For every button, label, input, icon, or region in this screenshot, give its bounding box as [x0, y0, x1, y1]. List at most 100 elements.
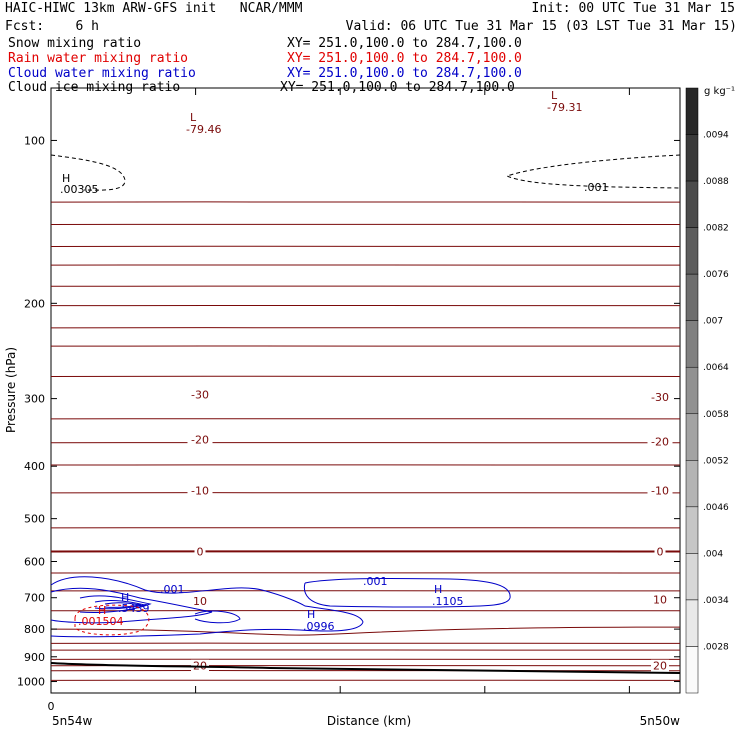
- temp-minimum-value-right: -79.31: [547, 101, 582, 114]
- y-tick-label: 1000: [17, 676, 45, 689]
- cloud-water-contour-ring-2: [79, 595, 152, 613]
- snow-extremum-h: H: [62, 172, 70, 185]
- temperature-contour-line: [50, 626, 681, 636]
- colorbar: .0094 .0088 .0082 .0076 .007 .0064 .0058 .0052.…: [685, 87, 729, 694]
- temperature-contour-label: -20: [191, 433, 209, 446]
- snow-contour-right: [505, 154, 681, 189]
- temperature-contour-label: 10: [193, 595, 207, 608]
- x-axis-label: Distance (km): [327, 714, 411, 728]
- y-tick-label: 700: [24, 592, 45, 605]
- temp-minimum-l-right: L: [551, 89, 558, 102]
- colorbar-cell: [685, 320, 699, 368]
- colorbar-cell: [685, 506, 699, 554]
- colorbar-label: .0058: [703, 410, 729, 420]
- cloud-water-contour-ring-4: [104, 602, 141, 608]
- cloud-water-contours: [50, 576, 511, 638]
- colorbar-label: .0064: [703, 363, 729, 373]
- temperature-contour-label: -30: [191, 389, 209, 402]
- colorbar-label: .004: [703, 549, 723, 559]
- temperature-label-background: [647, 391, 673, 404]
- cloud-water-label-right: .001: [363, 575, 388, 588]
- x-axis: 0: [48, 88, 630, 713]
- cloud-water-contour-ring-3: [94, 600, 146, 610]
- y-tick-label: 100: [24, 134, 45, 147]
- temperature-label-background: [187, 484, 213, 497]
- colorbar-label: .0028: [703, 642, 729, 652]
- colorbar-label: .0046: [703, 503, 729, 513]
- snow-contour-label: .001: [584, 181, 609, 194]
- temperature-contour-label: 10: [653, 594, 667, 607]
- temp-minimum-l-left: L: [190, 111, 197, 124]
- colorbar-label: .0094: [703, 131, 729, 141]
- header-valid-time: Valid: 06 UTC Tue 31 Mar 15 (03 LST Tue …: [345, 19, 737, 34]
- colorbar-label: .007: [703, 317, 723, 327]
- y-tick-label: 800: [24, 623, 45, 636]
- temp-minimum-value-left: -79.46: [186, 123, 221, 136]
- cloud-water-contour-right: [303, 577, 511, 608]
- temperature-contour-label: -10: [191, 485, 209, 498]
- temperature-contour-label: 20: [653, 660, 667, 673]
- cloud-water-value-1: .5439: [118, 602, 150, 615]
- colorbar-cell: [685, 273, 699, 321]
- temperature-contour-label: -30: [651, 391, 669, 404]
- temperature-label-background: [647, 435, 673, 448]
- field-xy-cloud-water: XY= 251.0,100.0 to 284.7,100.0: [287, 66, 522, 81]
- temperature-contour-label: 0: [657, 545, 664, 558]
- cloud-water-contour-small: [194, 610, 241, 624]
- colorbar-units: g kg⁻¹: [704, 86, 735, 97]
- colorbar-cell: [685, 134, 699, 182]
- ground-surface-line: [50, 662, 681, 674]
- temperature-label-background: [187, 433, 213, 446]
- header-title: HAIC-HIWC 13km ARW-GFS init NCAR/MMM: [5, 1, 303, 16]
- colorbar-cell: [685, 460, 699, 508]
- colorbar-cell: [685, 413, 699, 461]
- x-endpoint-left: 5n54w: [52, 714, 93, 728]
- cloud-water-value-3: .0996: [303, 620, 335, 633]
- field-name-rain: Rain water mixing ratio: [8, 51, 189, 66]
- x-endpoint-right: 5n50w: [640, 714, 681, 728]
- y-tick-label: 900: [24, 651, 45, 664]
- cloud-water-h-1: H: [121, 591, 129, 604]
- y-tick-label: 400: [24, 460, 45, 473]
- colorbar-label: .0034: [703, 596, 729, 606]
- colorbar-label: .0088: [703, 177, 729, 187]
- y-tick-label: 200: [24, 297, 45, 310]
- colorbar-cell: [685, 553, 699, 601]
- field-xy-rain: XY= 251.0,100.0 to 284.7,100.0: [287, 51, 522, 66]
- colorbar-cell: [685, 366, 699, 415]
- temperature-label-background: [654, 545, 666, 558]
- cloud-water-value-2: .1105: [432, 595, 464, 608]
- cloud-water-h-2: H: [434, 583, 442, 596]
- colorbar-cell: [685, 227, 699, 275]
- cloud-water-contour-outer: [50, 576, 364, 638]
- temperature-label-background: [194, 545, 206, 558]
- field-xy-snow: XY= 251.0,100.0 to 284.7,100.0: [287, 36, 522, 51]
- plot-frame: [50, 87, 681, 694]
- rain-extremum-h: H: [98, 604, 106, 617]
- field-name-cloud-water: Cloud water mixing ratio: [8, 66, 196, 81]
- temperature-contour-label: 0: [197, 545, 204, 558]
- y-axis-label: Pressure (hPa): [4, 347, 18, 433]
- rain-extremum-value: .001504: [78, 615, 124, 628]
- temperature-contour-label: -20: [651, 435, 669, 448]
- colorbar-label: .0052: [703, 456, 729, 466]
- colorbar-cell: [685, 646, 699, 694]
- colorbar-cell: [685, 599, 699, 647]
- temperature-label-background: [647, 484, 673, 497]
- colorbar-label: .0076: [703, 270, 729, 280]
- x-tick-label: 0: [48, 700, 55, 713]
- temperature-contour-label: -10: [651, 485, 669, 498]
- snow-contour-left: [50, 154, 126, 191]
- cloud-water-label-left: .001: [160, 583, 185, 596]
- y-tick-label: 500: [24, 513, 45, 526]
- temperature-label-background: [191, 595, 209, 608]
- rain-contour: [74, 604, 150, 636]
- snow-extremum-value: .00305: [60, 183, 99, 196]
- temperature-label-background: [651, 659, 669, 672]
- header-init-time: Init: 00 UTC Tue 31 Mar 15: [531, 1, 736, 16]
- snow-contours: [50, 154, 681, 191]
- colorbar-cell: [685, 180, 699, 228]
- cloud-water-contour-ring-1: [50, 587, 213, 624]
